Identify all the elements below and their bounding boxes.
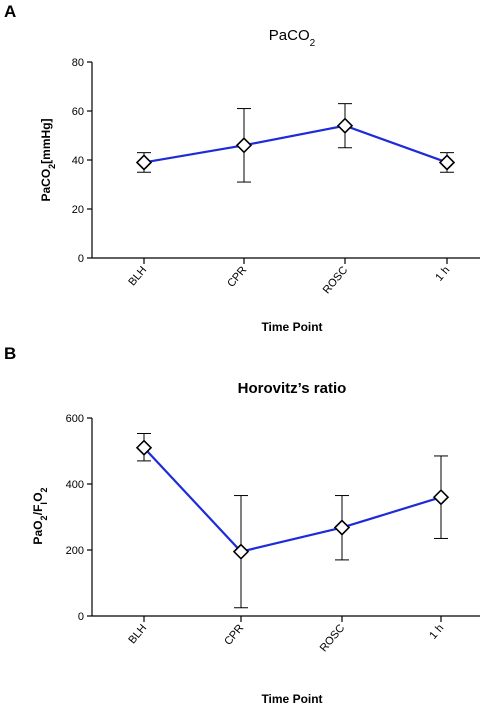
chart-a-ytick-label: 0 (78, 253, 84, 265)
panel-letter-b: B (4, 344, 16, 363)
chart-b-category-label: ROSC (318, 622, 348, 654)
chart-a-category-label: 1 h (433, 264, 452, 283)
panel-letter-a: A (4, 2, 16, 21)
chart-a-data-point (135, 154, 153, 171)
chart-b-category-label: BLH (126, 622, 149, 646)
chart-b-data-point (432, 489, 450, 506)
chart-b-xlabel: Time Point (261, 692, 322, 706)
chart-a-ytick-label: 80 (72, 57, 84, 69)
chart-b-data-point (333, 519, 351, 536)
chart-a-category-label: BLH (126, 264, 149, 288)
chart-a-category-label: ROSC (321, 264, 351, 296)
chart-a-xlabel: Time Point (261, 320, 322, 334)
chart-a-data-point (438, 154, 456, 171)
chart-b-data-point (232, 543, 250, 560)
chart-b-ylabel: PaO2./FI.O2 (31, 487, 49, 544)
chart-b-category-label: 1 h (427, 622, 446, 641)
chart-b-data-point (135, 439, 153, 456)
chart-a-ylabel: PaCO2[mmHg] (39, 118, 57, 201)
chart-a-ytick-label: 40 (72, 155, 84, 167)
chart-a-series-line (143, 124, 448, 164)
chart-b-ytick-label: 400 (66, 479, 84, 491)
chart-a-category-label: CPR (225, 264, 249, 290)
chart-b-ytick-label: 200 (66, 545, 84, 557)
chart-a-ytick-label: 20 (72, 204, 84, 216)
chart-b-series-line (143, 446, 442, 553)
chart-b-plot: 0 200 400 600 BLH CPR ROSC 1 h (66, 413, 480, 654)
chart-a-title: PaCO2 (269, 27, 316, 49)
chart-a-plot: 0 20 40 60 80 BLH CPR ROSC 1 h (72, 57, 480, 296)
chart-b-category-label: CPR (222, 622, 246, 648)
chart-a-ytick-label: 60 (72, 106, 84, 118)
chart-b-ytick-label: 0 (78, 611, 84, 623)
chart-a-data-point (235, 137, 253, 154)
chart-a-data-point (336, 117, 354, 134)
chart-b-ytick-label: 600 (66, 413, 84, 425)
chart-b-title: Horovitz’s ratio (238, 380, 347, 397)
